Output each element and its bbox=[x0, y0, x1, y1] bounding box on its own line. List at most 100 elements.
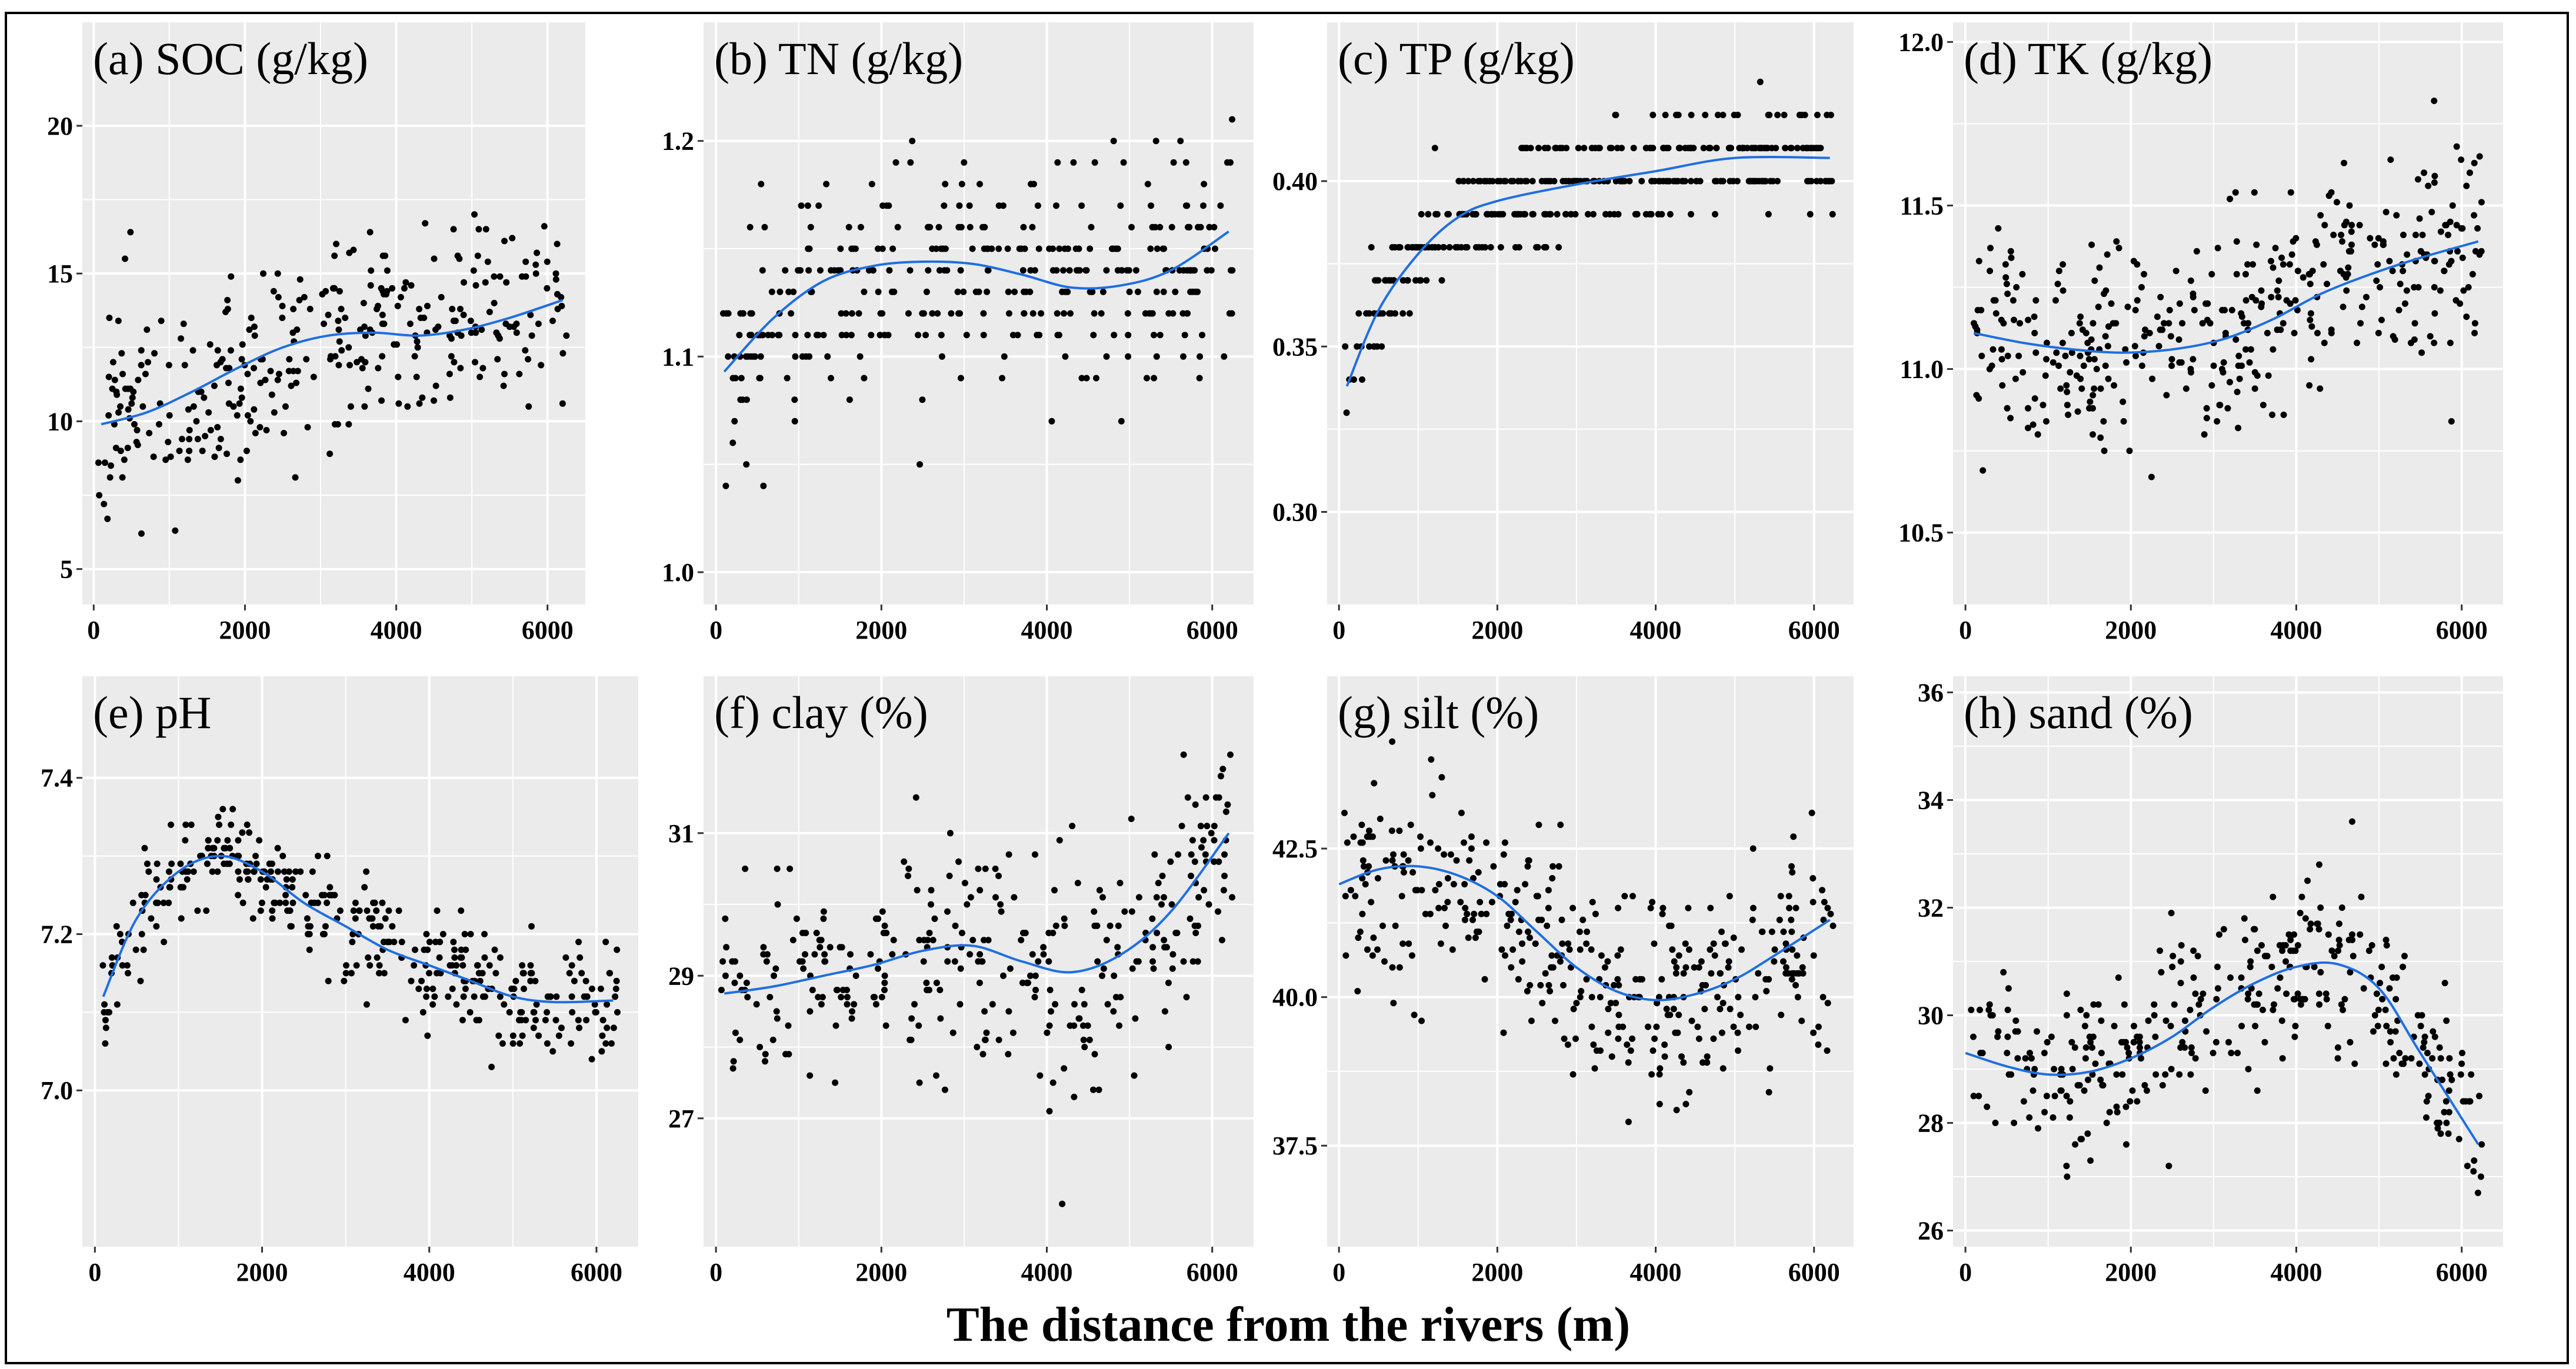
panel-d-point bbox=[2244, 261, 2251, 268]
panel-d-point bbox=[2260, 402, 2267, 409]
panel-g-point bbox=[1670, 1006, 1677, 1013]
panel-f-point bbox=[1032, 972, 1039, 979]
panel-a-point bbox=[336, 288, 343, 295]
panel-a-point bbox=[176, 448, 183, 455]
panel-f-point bbox=[730, 1058, 737, 1065]
panel-c-point bbox=[1643, 145, 1650, 152]
panel-g-point bbox=[1483, 839, 1490, 846]
panel-h-y-tick-label: 36 bbox=[1918, 678, 1944, 707]
panel-f-point bbox=[1032, 987, 1039, 993]
panel-b-point bbox=[935, 223, 942, 231]
panel-g-point bbox=[1570, 1006, 1577, 1013]
panel-a-point bbox=[118, 350, 125, 357]
panel-d-point bbox=[2105, 375, 2112, 382]
panel-h-point bbox=[2471, 1157, 2478, 1164]
panel-a-point bbox=[146, 430, 153, 436]
panel-a-point bbox=[476, 373, 484, 380]
panel-h-point bbox=[2271, 1001, 2277, 1008]
panel-h-point bbox=[2392, 996, 2400, 1003]
panel-c-point bbox=[1807, 211, 1814, 218]
panel-f-point bbox=[1149, 944, 1157, 951]
panel-h-x-tick-label: 4000 bbox=[2270, 1258, 2322, 1287]
panel-a-point bbox=[475, 226, 482, 233]
panel-c-point bbox=[1515, 244, 1522, 251]
panel-a-point bbox=[503, 279, 510, 286]
panel-g-point bbox=[1355, 934, 1362, 941]
panel-b-point bbox=[861, 288, 868, 295]
panel-c-point bbox=[1534, 244, 1541, 251]
panel-d-point bbox=[2247, 346, 2254, 353]
panel-f-point bbox=[1061, 922, 1068, 929]
panel-a-point bbox=[482, 226, 489, 233]
panel-h-point bbox=[2064, 1173, 2071, 1180]
panel-d-point bbox=[2091, 385, 2098, 392]
panel-f-point bbox=[1149, 915, 1156, 922]
panel-b-point bbox=[925, 267, 932, 274]
panel-d-point bbox=[2274, 326, 2281, 333]
panel-h-point bbox=[2383, 1023, 2390, 1030]
panel-c-point bbox=[1404, 277, 1411, 284]
panel-g-point bbox=[1815, 1041, 1822, 1048]
panel-h-point bbox=[2097, 1076, 2104, 1083]
panel-h-point bbox=[2386, 985, 2393, 992]
panel-g-point bbox=[1560, 981, 1567, 989]
panel-a-point bbox=[251, 406, 258, 413]
panel-f-point bbox=[821, 951, 828, 958]
panel-h-point bbox=[2279, 1055, 2286, 1062]
panel-b-point bbox=[1062, 353, 1069, 360]
panel-h-point bbox=[2043, 1093, 2050, 1100]
panel-g-point bbox=[1776, 916, 1783, 923]
panel-g-point bbox=[1668, 922, 1675, 929]
panel-h-point bbox=[2106, 1108, 2113, 1116]
panel-h-point bbox=[2136, 1039, 2143, 1046]
panel-h-point bbox=[2190, 974, 2197, 981]
panel-d-point bbox=[2004, 291, 2011, 298]
panel-d-x-tick-label: 0 bbox=[1959, 616, 1972, 645]
panel-d-point bbox=[2214, 245, 2221, 252]
panel-b-point bbox=[936, 267, 943, 274]
panel-f-point bbox=[908, 1015, 915, 1022]
panel-d-point bbox=[2454, 248, 2461, 255]
panel-b-point bbox=[1067, 310, 1074, 317]
panel-a-point bbox=[362, 332, 369, 339]
panel-g-point bbox=[1824, 1000, 1831, 1007]
panel-b-point bbox=[792, 353, 799, 360]
panel-d-point bbox=[2402, 300, 2408, 307]
panel-c-point bbox=[1557, 145, 1564, 152]
panel-h-point bbox=[2129, 1087, 2136, 1094]
panel-d-point bbox=[2110, 320, 2117, 327]
panel-a-point bbox=[252, 430, 259, 436]
panel-f-point bbox=[797, 958, 803, 965]
panel-e-point bbox=[532, 977, 539, 984]
panel-a-point bbox=[467, 318, 474, 325]
panel-c-point bbox=[1343, 409, 1350, 416]
panel-a-point bbox=[406, 320, 414, 328]
panel-e-point bbox=[506, 1009, 513, 1016]
panel-g-point bbox=[1597, 994, 1604, 1001]
panel-h-point bbox=[2245, 990, 2252, 997]
panel-c-point bbox=[1452, 244, 1459, 251]
panel-a-point bbox=[375, 365, 382, 372]
panel-a-point bbox=[230, 403, 237, 410]
panel-g-point bbox=[1572, 1035, 1579, 1042]
panel-a-point bbox=[211, 382, 218, 389]
panel-e-point bbox=[224, 837, 231, 844]
panel-b-y-tick-label: 1.1 bbox=[662, 342, 694, 371]
panel-b-point bbox=[1091, 310, 1098, 317]
panel-h-point bbox=[2238, 1023, 2245, 1030]
panel-g-point bbox=[1417, 833, 1424, 840]
panel-a-point bbox=[224, 450, 230, 458]
panel-d-point bbox=[1974, 326, 1981, 333]
panel-g-point bbox=[1535, 916, 1542, 923]
panel-g-point bbox=[1477, 899, 1484, 906]
panel-e-point bbox=[350, 907, 357, 914]
panel-b-point bbox=[1185, 223, 1191, 231]
panel-h-point bbox=[2190, 947, 2197, 954]
panel-b-point bbox=[1110, 138, 1117, 145]
panel-b-point bbox=[1065, 245, 1071, 252]
panel-d-point bbox=[2457, 300, 2464, 307]
panel-h-point bbox=[1985, 1006, 1992, 1013]
panel-e-point bbox=[462, 986, 469, 992]
panel-b-point bbox=[1170, 159, 1177, 166]
panel-d-point bbox=[2375, 235, 2382, 242]
